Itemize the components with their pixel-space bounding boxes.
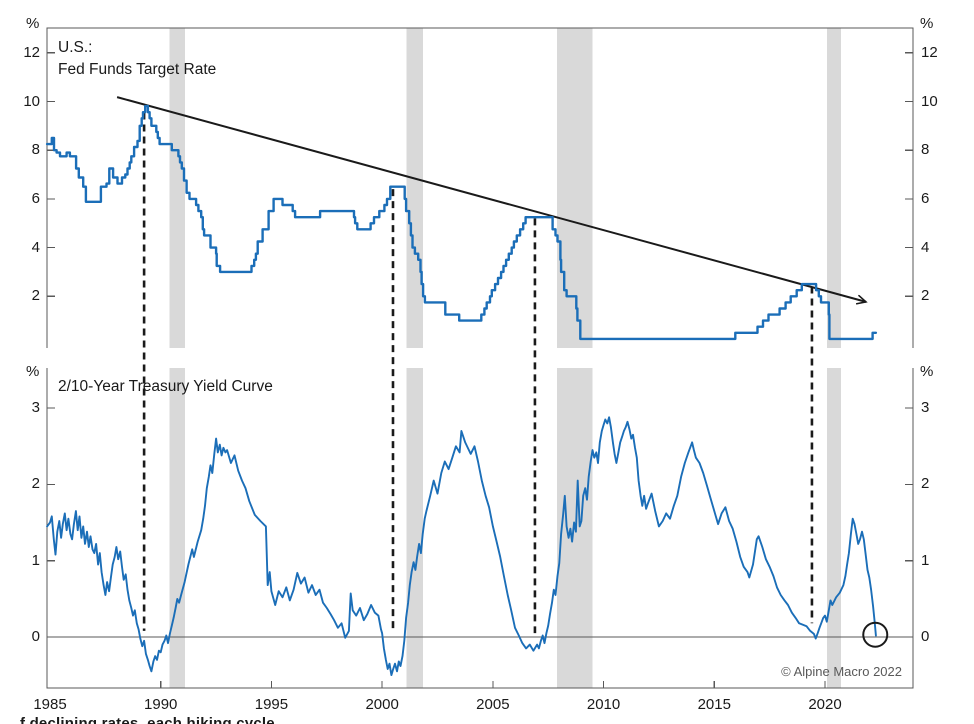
y-tick-label-left: 10 bbox=[23, 92, 40, 110]
y-tick-label-right: 4 bbox=[921, 238, 930, 256]
top-panel-title-line2: Fed Funds Target Rate bbox=[58, 61, 217, 78]
y-tick-label-right: 3 bbox=[921, 399, 930, 417]
bottom-right-percent-label: % bbox=[920, 363, 934, 380]
y-tick-label-left: 2 bbox=[31, 475, 40, 493]
y-tick-label-right: 1 bbox=[921, 551, 930, 569]
y-tick-label-left: 3 bbox=[31, 399, 40, 417]
y-tick-label-right: 0 bbox=[921, 628, 930, 645]
top-right-percent-label: % bbox=[920, 15, 934, 32]
x-tick-label: 2020 bbox=[808, 696, 842, 713]
y-tick-label-right: 2 bbox=[921, 475, 930, 493]
y-tick-label-right: 2 bbox=[921, 287, 930, 305]
y-tick-label-left: 8 bbox=[31, 141, 40, 159]
y-tick-label-left: 1 bbox=[31, 551, 40, 569]
x-tick-label: 2010 bbox=[586, 696, 621, 713]
y-tick-label-left: 4 bbox=[31, 238, 40, 256]
x-tick-label: 2015 bbox=[697, 696, 731, 713]
y-tick-label-left: 0 bbox=[31, 628, 40, 645]
y-tick-label-right: 10 bbox=[921, 92, 938, 110]
top-panel-title: U.S.: Fed Funds Target Rate bbox=[58, 37, 216, 81]
y-tick-label-left: 6 bbox=[31, 189, 40, 207]
x-tick-label: 2005 bbox=[476, 696, 510, 713]
top-left-percent-label: % bbox=[26, 15, 40, 32]
y-tick-label-right: 6 bbox=[921, 189, 930, 207]
y-tick-label-right: 12 bbox=[921, 43, 938, 61]
bottom-left-percent-label: % bbox=[26, 363, 40, 380]
x-tick-label: 1990 bbox=[144, 696, 178, 713]
y-tick-label-left: 2 bbox=[31, 287, 40, 305]
y-tick-label-left: 12 bbox=[23, 43, 40, 61]
caption-fragment: f declining rates, each hiking cycle bbox=[20, 715, 275, 724]
x-tick-label: 1985 bbox=[33, 696, 67, 713]
copyright-note: © Alpine Macro 2022 bbox=[781, 664, 902, 679]
x-tick-label: 1995 bbox=[254, 696, 289, 713]
bottom-panel-title: 2/10-Year Treasury Yield Curve bbox=[58, 378, 273, 395]
top-panel-title-line1: U.S.: bbox=[58, 39, 93, 56]
y-tick-label-right: 8 bbox=[921, 141, 930, 159]
x-tick-label: 2000 bbox=[365, 696, 399, 713]
